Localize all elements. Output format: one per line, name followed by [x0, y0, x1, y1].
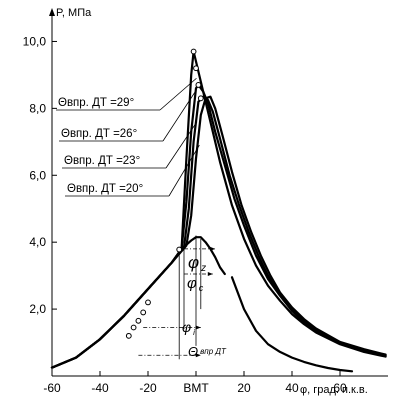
x-tick-label: -60	[43, 381, 61, 395]
legend-leader	[162, 91, 196, 142]
x-tick-label: 60	[333, 381, 347, 395]
phi-i-arrow-head	[195, 325, 201, 330]
y-tick-label: 2,0	[29, 302, 46, 316]
curve-marker	[145, 299, 151, 306]
curve-marker	[195, 82, 202, 88]
curve-marker	[193, 65, 199, 72]
x-axis-title: φ, град. п.к.в.	[300, 384, 368, 396]
curve-marker	[190, 48, 197, 55]
legend-leader	[165, 121, 198, 169]
curves	[50, 50, 387, 373]
pressure-curve-5	[50, 236, 226, 369]
legend-label: Θвпр. ДТ =26°	[61, 128, 137, 140]
phi-c-arrow-head	[207, 271, 213, 276]
markers	[125, 48, 204, 339]
legend-label: Θвпр. ДТ =20°	[67, 183, 143, 195]
curve-marker	[130, 324, 137, 331]
annotations: φ zφ c φ i Θ впр ДТ	[182, 253, 227, 359]
x-tick-label: 20	[237, 381, 251, 395]
y-axis-arrow	[49, 8, 55, 16]
y-tick-label: 8,0	[29, 101, 46, 115]
y-tick-label: 4,0	[29, 235, 46, 249]
curve-marker	[135, 317, 142, 324]
curve-marker	[140, 309, 147, 316]
x-tick-label: ВМТ	[183, 381, 209, 395]
legend: Θвпр. ДТ =29° Θвпр. ДТ =26° Θвпр. ДТ =23° Θ…	[56, 77, 200, 197]
axes: P, МПа φ, град. п.к.в.	[49, 7, 388, 396]
curve-marker	[197, 95, 204, 102]
y-tick-label: 6,0	[29, 168, 46, 182]
x-tick-label: -40	[91, 381, 109, 395]
legend-leader	[159, 77, 197, 111]
ticks: 2,0 4,0 6,0 8,0 10,0 -60 -40 -20 ВМТ 20 40 60	[23, 34, 347, 395]
pressure-curve-6	[230, 276, 354, 373]
curve-marker	[125, 332, 132, 339]
x-tick-label: -20	[139, 381, 157, 395]
legend-label: Θвпр. ДТ =23°	[64, 155, 140, 167]
x-tick-label: 40	[285, 381, 299, 395]
y-tick-label: 10,0	[23, 34, 47, 48]
legend-leader	[168, 144, 200, 197]
y-axis-title: P, МПа	[56, 7, 92, 19]
legend-label: Θвпр. ДТ =29°	[58, 97, 134, 109]
theta-arrow-head	[195, 353, 201, 358]
curve-marker	[176, 246, 183, 253]
